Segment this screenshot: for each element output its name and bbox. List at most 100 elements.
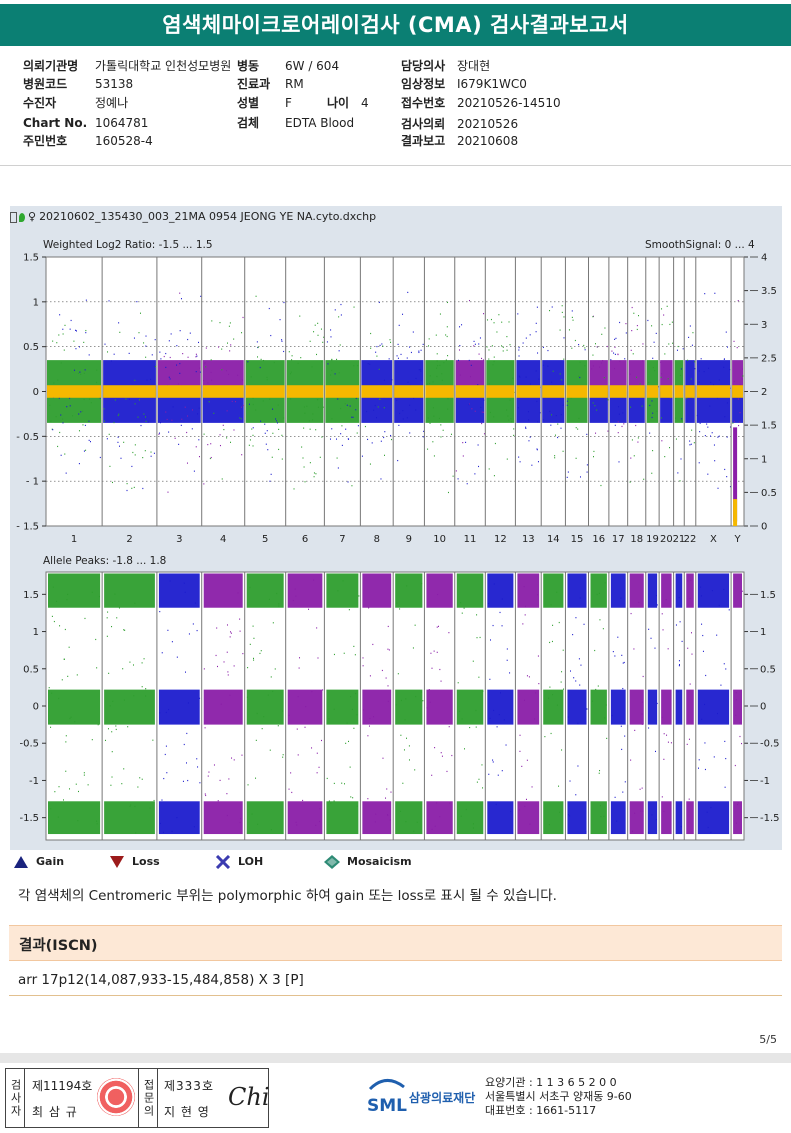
allele-point [412, 647, 414, 649]
log2-point [415, 377, 417, 380]
allele-point [630, 612, 632, 615]
allele-point [622, 687, 624, 690]
chrom-label: 16 [592, 534, 605, 545]
log2-point [51, 428, 53, 430]
smooth-signal-line [609, 385, 627, 398]
log2-point [436, 353, 438, 355]
log2-point [617, 421, 619, 423]
log2-point [551, 306, 553, 308]
log2-point [88, 420, 90, 422]
allele-point [282, 710, 284, 712]
log2-ratio-label: Weighted Log2 Ratio: -1.5 ... 1.5 [43, 239, 213, 251]
allele-point [319, 808, 321, 810]
allele-point [663, 733, 665, 735]
allele-point [48, 687, 50, 689]
allele-point [585, 831, 587, 833]
allele-point [465, 808, 467, 811]
log2-point [176, 345, 178, 347]
allele-point [316, 772, 318, 774]
log2-point [652, 450, 654, 452]
log2-point [62, 333, 64, 335]
log2-point [290, 371, 292, 373]
log2-point [52, 340, 54, 342]
log2-point [339, 344, 341, 346]
log2-point [707, 426, 709, 428]
log2-point [279, 319, 281, 321]
allele-point [374, 821, 376, 823]
allele-point [519, 750, 521, 752]
allele-point [112, 700, 114, 702]
allele-point [739, 735, 741, 738]
log2-point [479, 337, 481, 339]
log2-point [242, 316, 244, 319]
log2-point [741, 378, 743, 380]
allele-point [489, 678, 491, 680]
log2-point [440, 424, 442, 426]
log2-point [230, 344, 232, 346]
allele-point [137, 786, 139, 788]
log2-point [299, 315, 301, 317]
log2-point [432, 381, 434, 383]
log2-point [198, 455, 200, 458]
y2-tick-label: 0 [761, 522, 767, 533]
allele-point [604, 717, 606, 719]
allele-band [675, 573, 683, 608]
log2-point [221, 369, 223, 371]
allele-point [217, 800, 219, 802]
log2-point [579, 476, 581, 478]
allele-point [616, 820, 618, 822]
allele-point [91, 739, 93, 741]
allele-band [647, 689, 658, 725]
allele-point [604, 582, 606, 584]
allele-point [51, 615, 53, 618]
allele-band [426, 689, 453, 725]
log2-point [409, 346, 411, 348]
log2-point [537, 461, 539, 463]
allele-band [686, 801, 694, 835]
allele-point [330, 802, 332, 804]
log2-point [536, 400, 538, 403]
log2-point [699, 431, 701, 433]
allele-point [362, 709, 364, 711]
log2-point [489, 411, 491, 414]
log2-point [724, 416, 726, 418]
log2-point [235, 401, 237, 403]
log2-point [66, 406, 68, 408]
log2-point [591, 368, 593, 370]
log2-point [652, 412, 654, 414]
allele-point [689, 597, 691, 600]
log2-point [317, 406, 319, 408]
log2-point [303, 406, 305, 408]
allele-point [624, 781, 626, 783]
log2-point [145, 420, 147, 422]
allele-point [270, 676, 272, 678]
allele-point [52, 586, 54, 588]
allele-point [686, 743, 688, 745]
log2-point [418, 351, 420, 354]
allele-band [661, 573, 672, 608]
log2-point [513, 434, 515, 437]
log2-point [660, 361, 662, 363]
allele-point [476, 781, 478, 783]
allele-point [272, 690, 274, 693]
log2-point [480, 406, 482, 408]
log2-point [726, 402, 728, 404]
log2-point [264, 432, 266, 434]
allele-point [400, 810, 402, 812]
allele-point [134, 805, 136, 808]
log2-point [481, 357, 483, 360]
log2-point [619, 360, 621, 362]
log2-point [251, 428, 253, 430]
allele-point [737, 802, 739, 804]
log2-point [636, 328, 638, 331]
allele-point [510, 810, 512, 813]
allele-point [524, 614, 526, 616]
info-label: 수진자 [23, 96, 57, 110]
log2-point [432, 407, 434, 409]
allele-point [333, 800, 335, 802]
log2-point [319, 456, 321, 458]
log2-point [364, 425, 366, 428]
allele-point [650, 637, 652, 639]
log2-point [592, 354, 594, 356]
allele-point [91, 591, 93, 593]
